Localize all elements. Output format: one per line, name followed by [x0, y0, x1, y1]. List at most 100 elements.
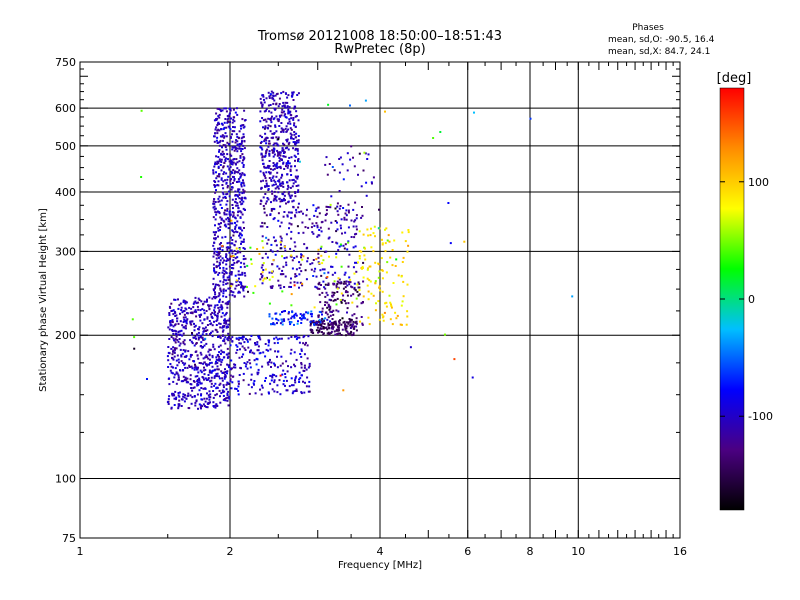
data-point [261, 282, 264, 285]
data-point [234, 146, 237, 149]
data-point [223, 390, 226, 393]
data-point [243, 272, 246, 275]
data-point [330, 331, 333, 334]
data-point [224, 160, 227, 162]
data-point [313, 323, 315, 325]
data-point [215, 271, 218, 274]
data-point [223, 322, 226, 325]
data-point [226, 153, 229, 156]
data-point [240, 284, 243, 287]
data-point [218, 293, 221, 296]
data-point [198, 381, 201, 384]
data-point [335, 284, 338, 287]
data-point [215, 139, 218, 142]
data-point [377, 262, 379, 265]
data-point [218, 129, 221, 132]
data-point [406, 283, 409, 286]
data-point [240, 211, 243, 214]
data-point [200, 362, 203, 365]
data-point [243, 286, 245, 289]
data-point [224, 146, 227, 148]
data-point [177, 333, 180, 336]
data-point [261, 256, 264, 259]
data-point [234, 217, 237, 220]
data-point [184, 300, 187, 303]
data-point [333, 330, 336, 333]
data-point [273, 390, 276, 393]
data-point [263, 207, 266, 210]
data-point [343, 320, 346, 323]
data-point [227, 218, 230, 221]
data-point [381, 243, 384, 246]
data-point [350, 294, 353, 297]
data-point [191, 396, 194, 399]
data-point [280, 337, 283, 340]
data-point [220, 218, 223, 221]
data-point [236, 349, 239, 351]
data-point [324, 214, 327, 216]
data-point [240, 261, 243, 264]
data-point [327, 271, 330, 274]
data-point [226, 372, 228, 375]
data-point [294, 136, 297, 139]
data-point [319, 269, 322, 272]
data-point [235, 107, 238, 110]
data-point [346, 291, 349, 294]
data-point [226, 356, 229, 359]
data-point [221, 261, 224, 264]
data-point [168, 383, 171, 386]
data-point [267, 391, 270, 394]
data-point [338, 171, 341, 174]
data-point [227, 158, 229, 161]
data-point [224, 399, 227, 402]
data-point [329, 310, 332, 313]
data-point [213, 198, 216, 201]
data-point [276, 250, 279, 253]
data-point [300, 362, 303, 364]
data-point [240, 173, 243, 176]
data-point [294, 125, 297, 128]
data-point [228, 397, 231, 400]
data-point [225, 282, 228, 285]
data-point [177, 298, 179, 301]
data-point [226, 306, 229, 309]
data-point [268, 110, 271, 113]
data-point [238, 281, 241, 284]
data-point [192, 306, 195, 309]
data-point [290, 277, 292, 280]
data-point [306, 246, 309, 249]
data-point [265, 142, 268, 145]
data-point [294, 377, 297, 380]
data-point [202, 327, 205, 330]
data-point [234, 190, 237, 193]
data-point [291, 179, 294, 182]
data-point [230, 170, 233, 173]
data-point [229, 179, 232, 182]
data-point [317, 316, 320, 319]
data-point [269, 213, 272, 216]
data-point [229, 338, 232, 341]
data-point [190, 365, 193, 368]
data-point [224, 313, 227, 316]
data-point [280, 198, 283, 201]
data-point [235, 133, 238, 136]
data-point [259, 202, 262, 205]
data-point [240, 185, 243, 188]
data-point [169, 306, 172, 309]
data-point [190, 340, 193, 343]
data-point [259, 170, 262, 173]
data-point [297, 320, 299, 323]
data-point [290, 286, 292, 288]
data-point [289, 186, 292, 189]
data-point [175, 398, 177, 401]
data-point [213, 250, 216, 253]
data-point [207, 374, 210, 376]
data-point [316, 326, 319, 329]
data-point [288, 222, 291, 225]
data-point [213, 252, 216, 255]
data-point [266, 166, 269, 169]
data-point [309, 328, 312, 331]
data-point [293, 316, 296, 319]
data-point [277, 180, 280, 182]
data-point [318, 287, 321, 290]
